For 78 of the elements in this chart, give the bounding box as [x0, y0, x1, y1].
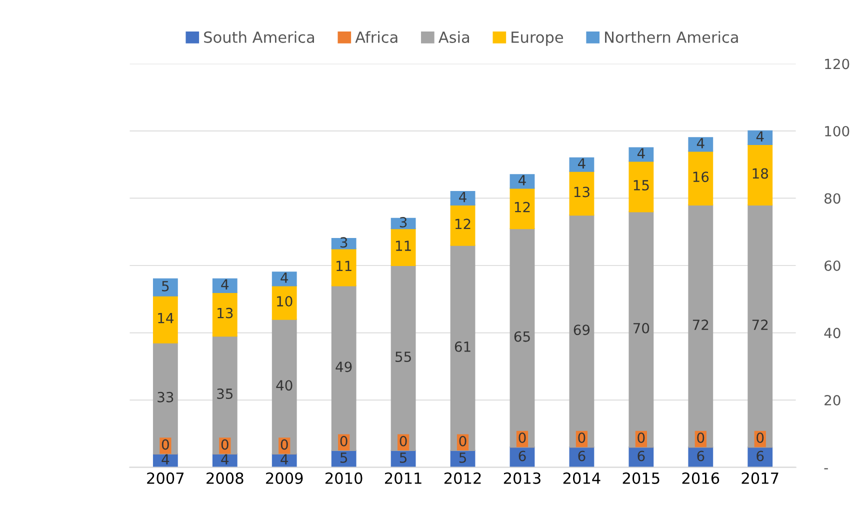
y-tick-label: -	[824, 468, 828, 470]
data-label: 14	[158, 313, 174, 324]
data-label: 0	[756, 432, 764, 444]
x-tick-label: 2008	[206, 472, 244, 484]
data-label: 6	[756, 450, 764, 462]
data-label: 0	[280, 439, 288, 450]
data-label: 4	[578, 158, 586, 168]
data-label: 4	[459, 192, 466, 202]
data-label: 5	[400, 452, 407, 463]
data-label: 0	[638, 432, 645, 444]
data-label: 0	[162, 439, 169, 450]
data-label: 15	[634, 180, 649, 190]
data-label: 61	[454, 341, 470, 352]
data-label: 6	[638, 450, 645, 462]
data-label: 72	[692, 320, 708, 330]
data-label: 65	[514, 331, 530, 342]
data-label: 5	[162, 281, 169, 292]
data-label: 4	[280, 454, 288, 464]
data-label: 4	[162, 454, 170, 464]
data-label: 0	[400, 436, 407, 446]
data-label: 3	[340, 237, 348, 248]
y-tick-label: 20	[824, 394, 840, 406]
data-label: 0	[340, 436, 348, 446]
data-label: 35	[217, 388, 233, 400]
data-label: 33	[158, 392, 174, 402]
x-tick-label: 2017	[742, 472, 778, 484]
data-label: 10	[277, 296, 292, 307]
data-label: 72	[752, 320, 768, 330]
y-tick-label: 100	[825, 126, 850, 136]
data-label: 18	[752, 168, 768, 179]
legend-label: Asia	[438, 31, 470, 43]
data-label: 11	[396, 240, 411, 251]
data-label: 6	[518, 450, 526, 462]
x-tick-label: 2014	[563, 472, 600, 484]
legend-label: Northern America	[605, 31, 738, 43]
x-tick-label: 2007	[147, 472, 184, 484]
data-label: 4	[221, 454, 229, 464]
data-label: 0	[518, 432, 526, 444]
data-label: 12	[514, 202, 530, 212]
data-label: 0	[459, 436, 466, 446]
y-tick-label: 80	[824, 193, 840, 204]
data-label: 0	[697, 432, 704, 444]
legend-label: South America	[204, 31, 314, 43]
data-label: 69	[574, 324, 590, 336]
data-label: 13	[574, 186, 590, 198]
y-tick-label: 120	[825, 58, 850, 70]
x-tick-label: 2012	[444, 472, 481, 484]
data-label: 12	[455, 218, 470, 229]
x-tick-label: 2009	[266, 472, 303, 484]
x-tick-label: 2011	[384, 472, 422, 484]
legend-label: Europe	[512, 32, 564, 46]
data-label: 3	[400, 216, 407, 228]
data-label: 4	[637, 148, 645, 158]
y-tick-label: 40	[824, 328, 840, 338]
y-tick-label: 60	[824, 260, 840, 271]
data-label: 16	[693, 172, 709, 182]
data-label: 55	[396, 352, 411, 362]
data-label: 4	[518, 175, 526, 186]
x-tick-label: 2010	[326, 472, 362, 484]
x-tick-label: 2016	[682, 472, 720, 484]
data-label: 6	[697, 450, 704, 462]
data-label: 4	[696, 138, 704, 148]
data-label: 6	[578, 450, 586, 462]
data-label: 13	[218, 308, 233, 318]
data-label: 5	[459, 452, 466, 463]
x-tick-label: 2015	[622, 472, 660, 484]
data-label: 5	[340, 452, 348, 463]
data-label: 4	[221, 279, 229, 290]
data-label: 4	[280, 272, 288, 283]
data-label: 49	[336, 362, 352, 372]
data-label: 11	[336, 260, 352, 272]
data-label: 40	[276, 380, 292, 391]
data-label: 4	[756, 131, 764, 142]
data-label: 0	[578, 432, 586, 444]
x-tick-label: 2013	[504, 472, 540, 484]
legend-label: Africa	[355, 31, 398, 43]
data-label: 0	[221, 439, 228, 450]
data-label: 70	[633, 322, 650, 334]
